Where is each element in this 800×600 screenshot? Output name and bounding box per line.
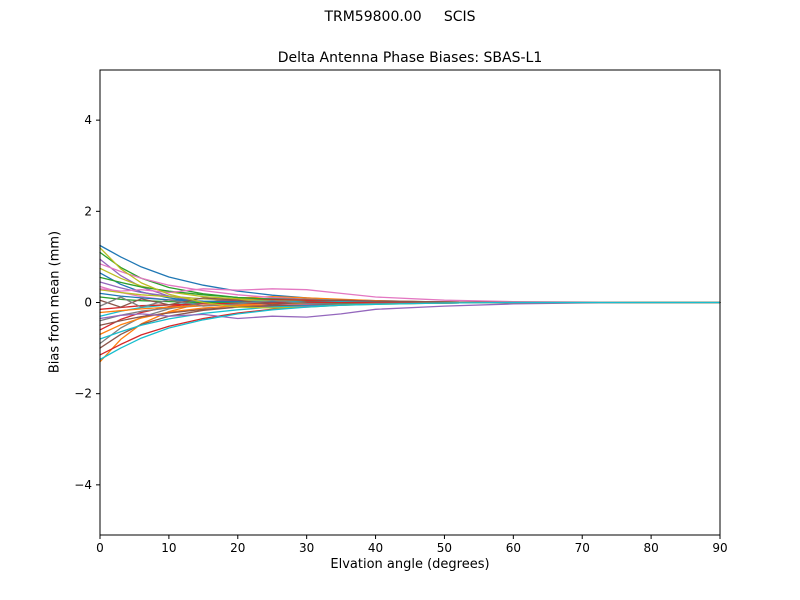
x-tick-label: 90 (712, 541, 727, 555)
y-tick-label: 2 (84, 204, 92, 218)
y-tick-label: −2 (74, 387, 92, 401)
x-tick-label: 70 (575, 541, 590, 555)
x-tick-label: 30 (299, 541, 314, 555)
y-tick-label: 4 (84, 113, 92, 127)
figure-suptitle: TRM59800.00 SCIS (324, 9, 476, 25)
axes-title: Delta Antenna Phase Biases: SBAS-L1 (277, 50, 543, 66)
x-tick-label: 50 (437, 541, 452, 555)
series-line (99, 301, 721, 361)
y-tick-label: −4 (74, 478, 92, 492)
x-tick-label: 10 (161, 541, 176, 555)
x-axis-label: Elvation angle (degrees) (330, 557, 490, 572)
x-tick-label: 0 (96, 541, 104, 555)
x-tick-label: 20 (230, 541, 245, 555)
y-tick-label: 0 (84, 296, 92, 310)
y-axis-label: Bias from mean (mm) (47, 230, 63, 374)
x-tick-label: 60 (506, 541, 521, 555)
x-tick-label: 40 (368, 541, 383, 555)
series-line (99, 301, 721, 320)
x-tick-label: 80 (643, 541, 658, 555)
